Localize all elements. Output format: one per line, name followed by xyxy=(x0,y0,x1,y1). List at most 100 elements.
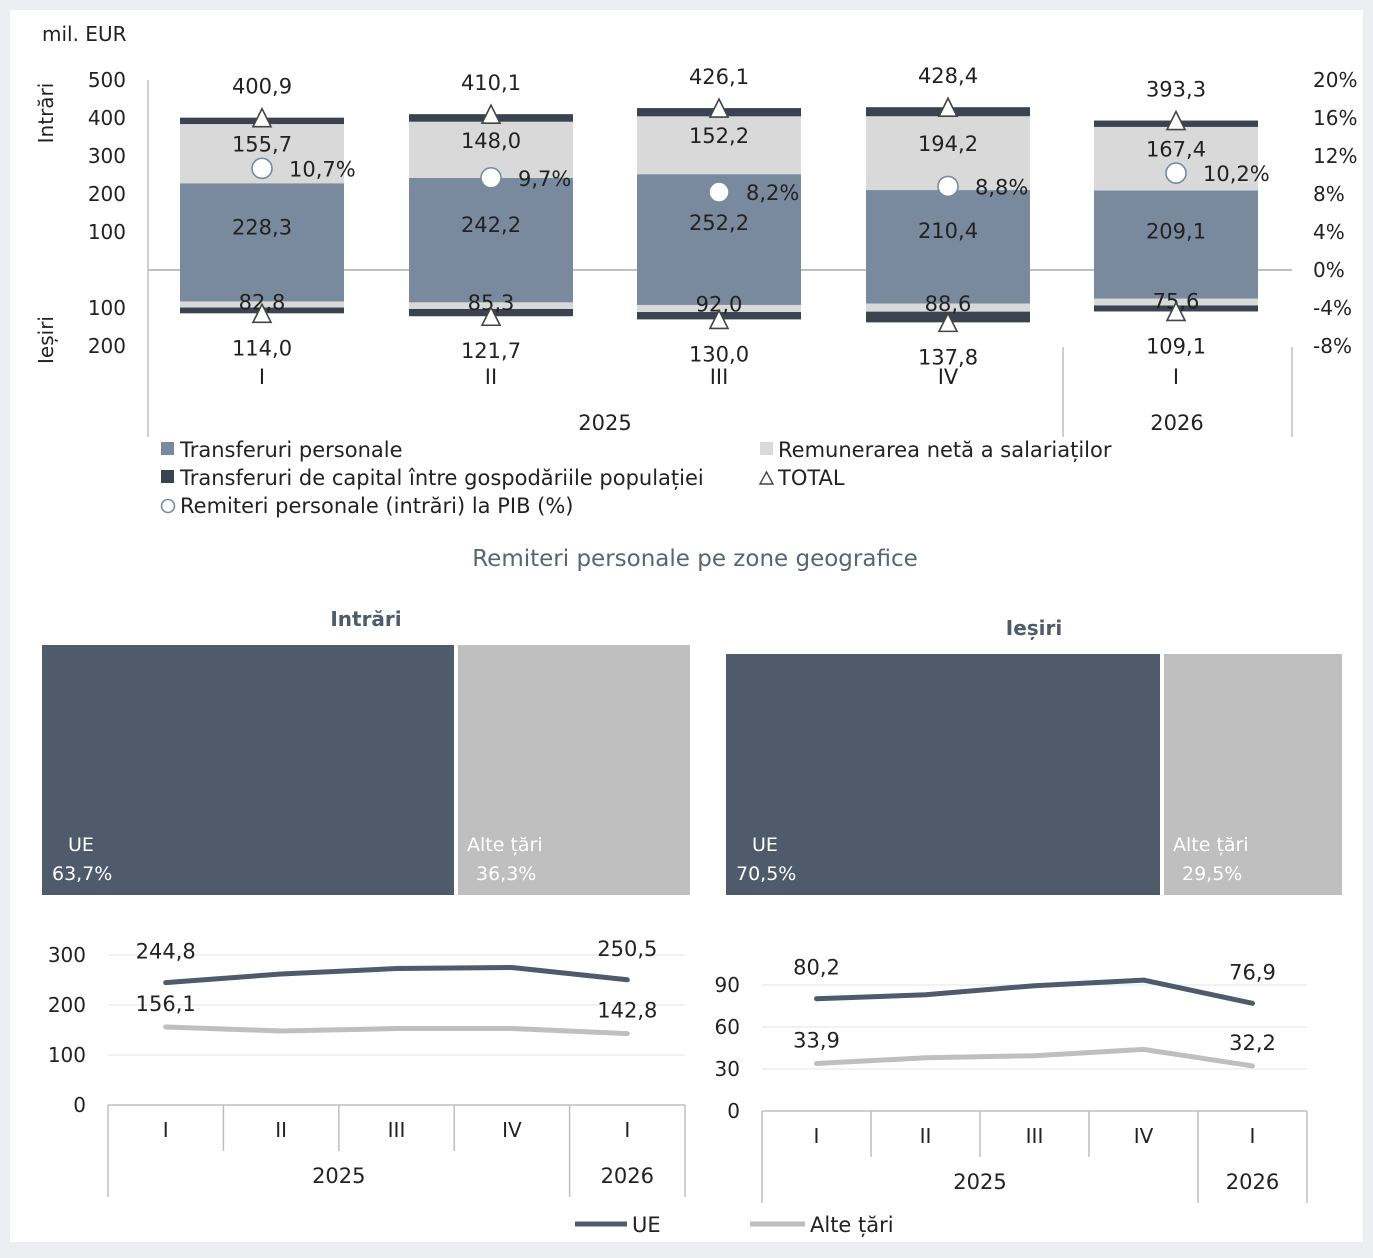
treemap-in-ue-block xyxy=(42,645,454,895)
data-label-total-in: 410,1 xyxy=(461,71,521,95)
y2-tick-label: 8% xyxy=(1313,182,1345,206)
data-label-transferuri: 210,4 xyxy=(918,219,978,243)
data-label-remunerare: 167,4 xyxy=(1146,138,1206,162)
y-tick-label: 400 xyxy=(88,106,126,130)
bar-remunerare-outflow xyxy=(637,304,801,313)
y-tick-label: 100 xyxy=(88,220,126,244)
total-outflow-marker xyxy=(480,305,502,327)
data-label-line-alte: 33,9 xyxy=(793,1029,840,1053)
y-tick-label: 200 xyxy=(48,993,86,1017)
legend-transferuri: Transferuri personale xyxy=(179,438,403,462)
y2-tick-label: 12% xyxy=(1313,144,1357,168)
bottom-legend: UE Alte țări xyxy=(575,1213,894,1237)
treemap-in-alte-label: Alte țări xyxy=(467,834,543,856)
unit-label: mil. EUR xyxy=(42,22,127,46)
total-outflow-marker xyxy=(708,308,730,330)
y2-tick-label: -4% xyxy=(1313,296,1352,320)
data-label-pib: 8,2% xyxy=(746,181,799,205)
data-label-total-in: 400,9 xyxy=(232,75,292,99)
total-outflow-marker xyxy=(251,302,273,324)
data-label-total-in: 393,3 xyxy=(1146,78,1206,102)
x-category-label: I xyxy=(259,365,265,389)
data-label-remunerare: 155,7 xyxy=(232,133,292,157)
top-bars xyxy=(180,107,1258,323)
treemap-inflows: UE 63,7% Alte țări 36,3% xyxy=(42,645,690,895)
line-alte xyxy=(814,1046,1255,1069)
treemap-in-ue-pct: 63,7% xyxy=(52,863,112,885)
treemap-out-alte-label: Alte țări xyxy=(1173,834,1249,856)
bar-transferuri-outflow xyxy=(180,270,344,302)
y-tick-label: 500 xyxy=(88,68,126,92)
pib-ratio-marker xyxy=(937,175,959,198)
data-label-total-out: 114,0 xyxy=(232,336,292,360)
x-category-label: IV xyxy=(502,1118,522,1142)
data-label-pib: 9,7% xyxy=(518,167,571,191)
treemap-out-ue-label: UE xyxy=(752,834,778,856)
data-label-transferuri: 252,2 xyxy=(689,211,749,235)
data-label-transferuri: 209,1 xyxy=(1146,219,1206,243)
side-label-inflows: Intrări xyxy=(34,83,58,144)
x-category-label: I xyxy=(163,1118,169,1142)
x-category-label: I xyxy=(1250,1124,1256,1148)
bar-transferuri-inflow xyxy=(866,190,1030,270)
legend-remunerare: Remunerarea netă a salariaților xyxy=(778,438,1112,462)
legend-pib: Remiteri personale (intrări) la PIB (%) xyxy=(180,494,574,518)
y-tick-label: 100 xyxy=(48,1043,86,1067)
data-label-remunerare: 194,2 xyxy=(918,132,978,156)
data-label-total-out: 137,8 xyxy=(918,345,978,369)
y-tick-label: 30 xyxy=(715,1057,740,1081)
total-outflow-marker xyxy=(1165,300,1187,322)
y2-tick-label: 20% xyxy=(1313,68,1357,92)
data-label-total-in: 428,4 xyxy=(918,64,978,88)
top-y-axis-left: 500 400 300 200 100 100 200 xyxy=(88,68,126,358)
bar-transferuri-outflow xyxy=(409,270,573,303)
data-label-total-out: 121,7 xyxy=(461,339,521,363)
x-category-label: IV xyxy=(1134,1124,1154,1148)
bar-transferuri-outflow xyxy=(866,270,1030,304)
x-category-label: II xyxy=(275,1118,287,1142)
x-group-label: 2025 xyxy=(312,1164,365,1188)
legend-total-triangle-icon xyxy=(758,470,775,485)
geo-title: Remiteri personale pe zone geografice xyxy=(472,546,918,572)
data-label-transferuri: 228,3 xyxy=(232,216,292,240)
data-label-remunerare: 152,2 xyxy=(689,124,749,148)
legend-total: TOTAL xyxy=(777,466,845,490)
x-category-label: I xyxy=(814,1124,820,1148)
y-tick-label: 300 xyxy=(88,144,126,168)
x-category-label: I xyxy=(624,1118,630,1142)
data-label-line-alte: 32,2 xyxy=(1229,1031,1276,1055)
data-label-pib: 10,7% xyxy=(289,157,356,181)
y-tick-label: 0 xyxy=(727,1099,740,1123)
bar-transferuri-inflow xyxy=(1094,190,1258,270)
data-label-pib: 8,8% xyxy=(975,175,1028,199)
legend-swatch-remunerare xyxy=(760,442,773,455)
bar-transferuri-outflow xyxy=(1094,270,1258,299)
y-tick-label: 90 xyxy=(715,973,740,997)
total-inflow-marker xyxy=(251,106,273,128)
x-category-label: II xyxy=(920,1124,932,1148)
treemap-out-ue-block xyxy=(726,654,1160,895)
pib-ratio-marker xyxy=(251,157,273,180)
x-group-label: 2026 xyxy=(1226,1170,1279,1194)
x-category-label: III xyxy=(710,365,729,389)
treemap-out-alte-pct: 29,5% xyxy=(1182,863,1242,885)
pib-ratio-marker xyxy=(1165,162,1187,184)
y2-tick-label: 4% xyxy=(1313,220,1345,244)
data-label-total-in: 426,1 xyxy=(689,65,749,89)
line-ue xyxy=(814,977,1255,1006)
x-category-label: III xyxy=(388,1118,406,1142)
data-label-line-alte: 156,1 xyxy=(136,992,196,1016)
x-group-label: 2026 xyxy=(1150,411,1203,435)
line-ue xyxy=(163,965,630,986)
side-label-outflows: Ieșiri xyxy=(34,316,58,364)
treemap-in-alte-block xyxy=(458,645,690,895)
y-tick-label: 0 xyxy=(73,1093,86,1117)
line-alte xyxy=(163,1024,630,1037)
data-label-total-out: 109,1 xyxy=(1146,334,1206,358)
data-label-transferuri: 242,2 xyxy=(461,213,521,237)
bar-remunerare-inflow xyxy=(637,116,801,175)
x-group-label: 2026 xyxy=(601,1164,654,1188)
y2-tick-label: 16% xyxy=(1313,106,1357,130)
